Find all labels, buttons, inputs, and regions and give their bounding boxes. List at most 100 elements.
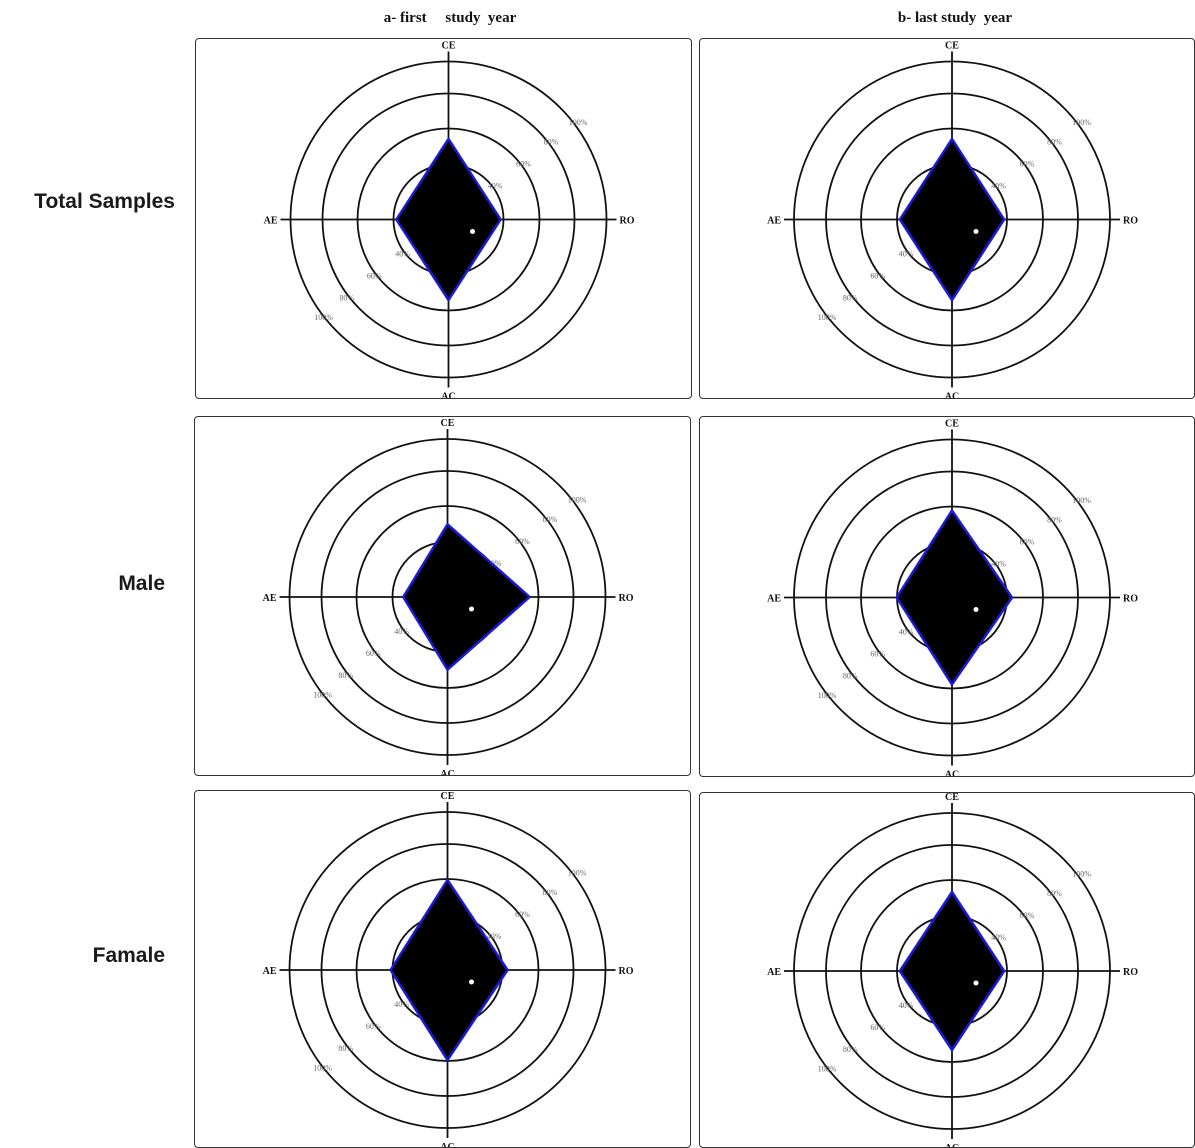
- center-dot: [973, 229, 979, 234]
- axis-label-ae: AE: [263, 593, 277, 604]
- ring-label: 100%: [313, 691, 332, 700]
- ring-label: 40%: [487, 559, 502, 568]
- ring-label: 100%: [314, 313, 333, 322]
- axis-label-ac: AC: [945, 392, 959, 400]
- ring-label: 100%: [818, 1065, 837, 1074]
- axis-label-ae: AE: [264, 216, 278, 227]
- ring-label: 60%: [870, 272, 885, 281]
- ring-label: 80%: [339, 293, 354, 302]
- axis-label-ac: AC: [440, 769, 454, 776]
- axis-label-ro: RO: [1123, 216, 1138, 227]
- ring-label: 40%: [488, 182, 503, 191]
- ring-label: 100%: [313, 1064, 332, 1073]
- ring-label: 80%: [843, 293, 858, 302]
- center-dot: [470, 229, 475, 234]
- axis-label-ro: RO: [619, 593, 634, 604]
- ring-label: 40%: [991, 182, 1006, 191]
- ring-label: 80%: [843, 1045, 858, 1054]
- axis-label-ce: CE: [442, 41, 456, 52]
- ring-label: 40%: [991, 560, 1006, 569]
- ring-label: 80%: [338, 671, 353, 680]
- ring-label: 80%: [543, 888, 558, 897]
- axis-label-ac: AC: [441, 392, 455, 400]
- ring-label: 80%: [543, 515, 558, 524]
- ring-label: 80%: [1047, 889, 1062, 898]
- ring-label: 60%: [366, 649, 381, 658]
- radar-panel: 40% 40% 60% 60% 80% 80% 100% 100% CE RO AC AE: [195, 38, 692, 399]
- axis-label-ac: AC: [945, 1143, 959, 1148]
- ring-label: 100%: [1072, 118, 1091, 127]
- ring-label: 40%: [899, 249, 914, 258]
- ring-label: 100%: [818, 691, 837, 700]
- ring-label: 100%: [1072, 869, 1091, 878]
- ring-label: 40%: [394, 627, 409, 636]
- ring-label: 80%: [338, 1044, 353, 1053]
- center-dot: [469, 606, 474, 612]
- center-dot: [469, 979, 474, 985]
- ring-label: 80%: [544, 138, 559, 147]
- axis-label-ro: RO: [620, 216, 635, 227]
- axis-label-ac: AC: [440, 1142, 454, 1148]
- radar-panel: 40% 40% 60% 60% 80% 80% 100% 100% CE RO AC AE: [194, 790, 691, 1148]
- radar-panel: 40% 40% 60% 60% 80% 80% 100% 100% CE RO AC AE: [699, 416, 1195, 777]
- axis-label-ce: CE: [441, 791, 455, 802]
- ring-label: 60%: [1020, 159, 1035, 168]
- ring-label: 80%: [1047, 138, 1062, 147]
- ring-label: 100%: [568, 868, 587, 877]
- radar-value-shape: [402, 523, 531, 671]
- axis-label-ce: CE: [945, 419, 959, 430]
- axis-label-ce: CE: [945, 41, 959, 52]
- ring-label: 60%: [366, 1022, 381, 1031]
- axis-label-ro: RO: [619, 966, 634, 977]
- axis-label-ae: AE: [263, 966, 277, 977]
- center-dot: [973, 980, 979, 986]
- axis-label-ac: AC: [945, 770, 959, 778]
- radar-value-shape: [898, 890, 1006, 1052]
- ring-label: 100%: [568, 495, 587, 504]
- radar-panel: 40% 40% 60% 60% 80% 80% 100% 100% CE RO AC AE: [699, 38, 1195, 399]
- ring-label: 40%: [991, 933, 1006, 942]
- radar-value-shape: [898, 137, 1006, 302]
- row-label-total-samples: Total Samples: [34, 190, 175, 213]
- axis-label-ae: AE: [767, 216, 781, 227]
- column-title-last-year: b- last study year: [897, 10, 1013, 26]
- radar-chart: 40% 40% 60% 60% 80% 80% 100% 100% CE RO AC AE: [767, 419, 1138, 778]
- ring-label: 40%: [394, 1000, 409, 1009]
- radar-chart: 40% 40% 60% 60% 80% 80% 100% 100% CE RO AC AE: [264, 41, 635, 400]
- radar-chart: 40% 40% 60% 60% 80% 80% 100% 100% CE RO AC AE: [263, 418, 634, 776]
- row-label-famale: Famale: [92, 944, 165, 967]
- radar-chart: 40% 40% 60% 60% 80% 80% 100% 100% CE RO AC AE: [767, 793, 1138, 1148]
- radar-panel: 40% 40% 60% 60% 80% 80% 100% 100% CE RO AC AE: [194, 416, 691, 776]
- ring-label: 80%: [843, 671, 858, 680]
- axis-label-ce: CE: [441, 418, 455, 429]
- ring-label: 60%: [367, 272, 382, 281]
- ring-label: 60%: [515, 537, 530, 546]
- axis-label-ae: AE: [767, 594, 781, 605]
- ring-label: 60%: [515, 910, 530, 919]
- row-label-male: Male: [118, 572, 165, 595]
- center-dot: [973, 607, 979, 612]
- ring-label: 60%: [1020, 911, 1035, 920]
- ring-label: 60%: [1020, 537, 1035, 546]
- axis-label-ce: CE: [945, 793, 959, 803]
- ring-label: 40%: [487, 932, 502, 941]
- axis-label-ro: RO: [1123, 594, 1138, 605]
- axis-label-ae: AE: [767, 967, 781, 978]
- ring-label: 100%: [1072, 496, 1091, 505]
- radar-value-shape: [395, 137, 502, 302]
- ring-label: 60%: [870, 650, 885, 659]
- ring-label: 80%: [1047, 516, 1062, 525]
- axis-label-ro: RO: [1123, 967, 1138, 978]
- ring-label: 40%: [899, 627, 914, 636]
- ring-label: 60%: [516, 159, 531, 168]
- ring-label: 60%: [870, 1023, 885, 1032]
- ring-label: 40%: [899, 1001, 914, 1010]
- ring-label: 100%: [818, 313, 837, 322]
- radar-value-shape: [895, 509, 1014, 686]
- ring-label: 40%: [395, 249, 410, 258]
- radar-value-shape: [389, 878, 509, 1062]
- ring-label: 100%: [569, 118, 588, 127]
- column-title-first-year: a- first study year: [383, 10, 517, 26]
- radar-chart: 40% 40% 60% 60% 80% 80% 100% 100% CE RO AC AE: [263, 791, 634, 1148]
- radar-chart: 40% 40% 60% 60% 80% 80% 100% 100% CE RO AC AE: [767, 41, 1138, 400]
